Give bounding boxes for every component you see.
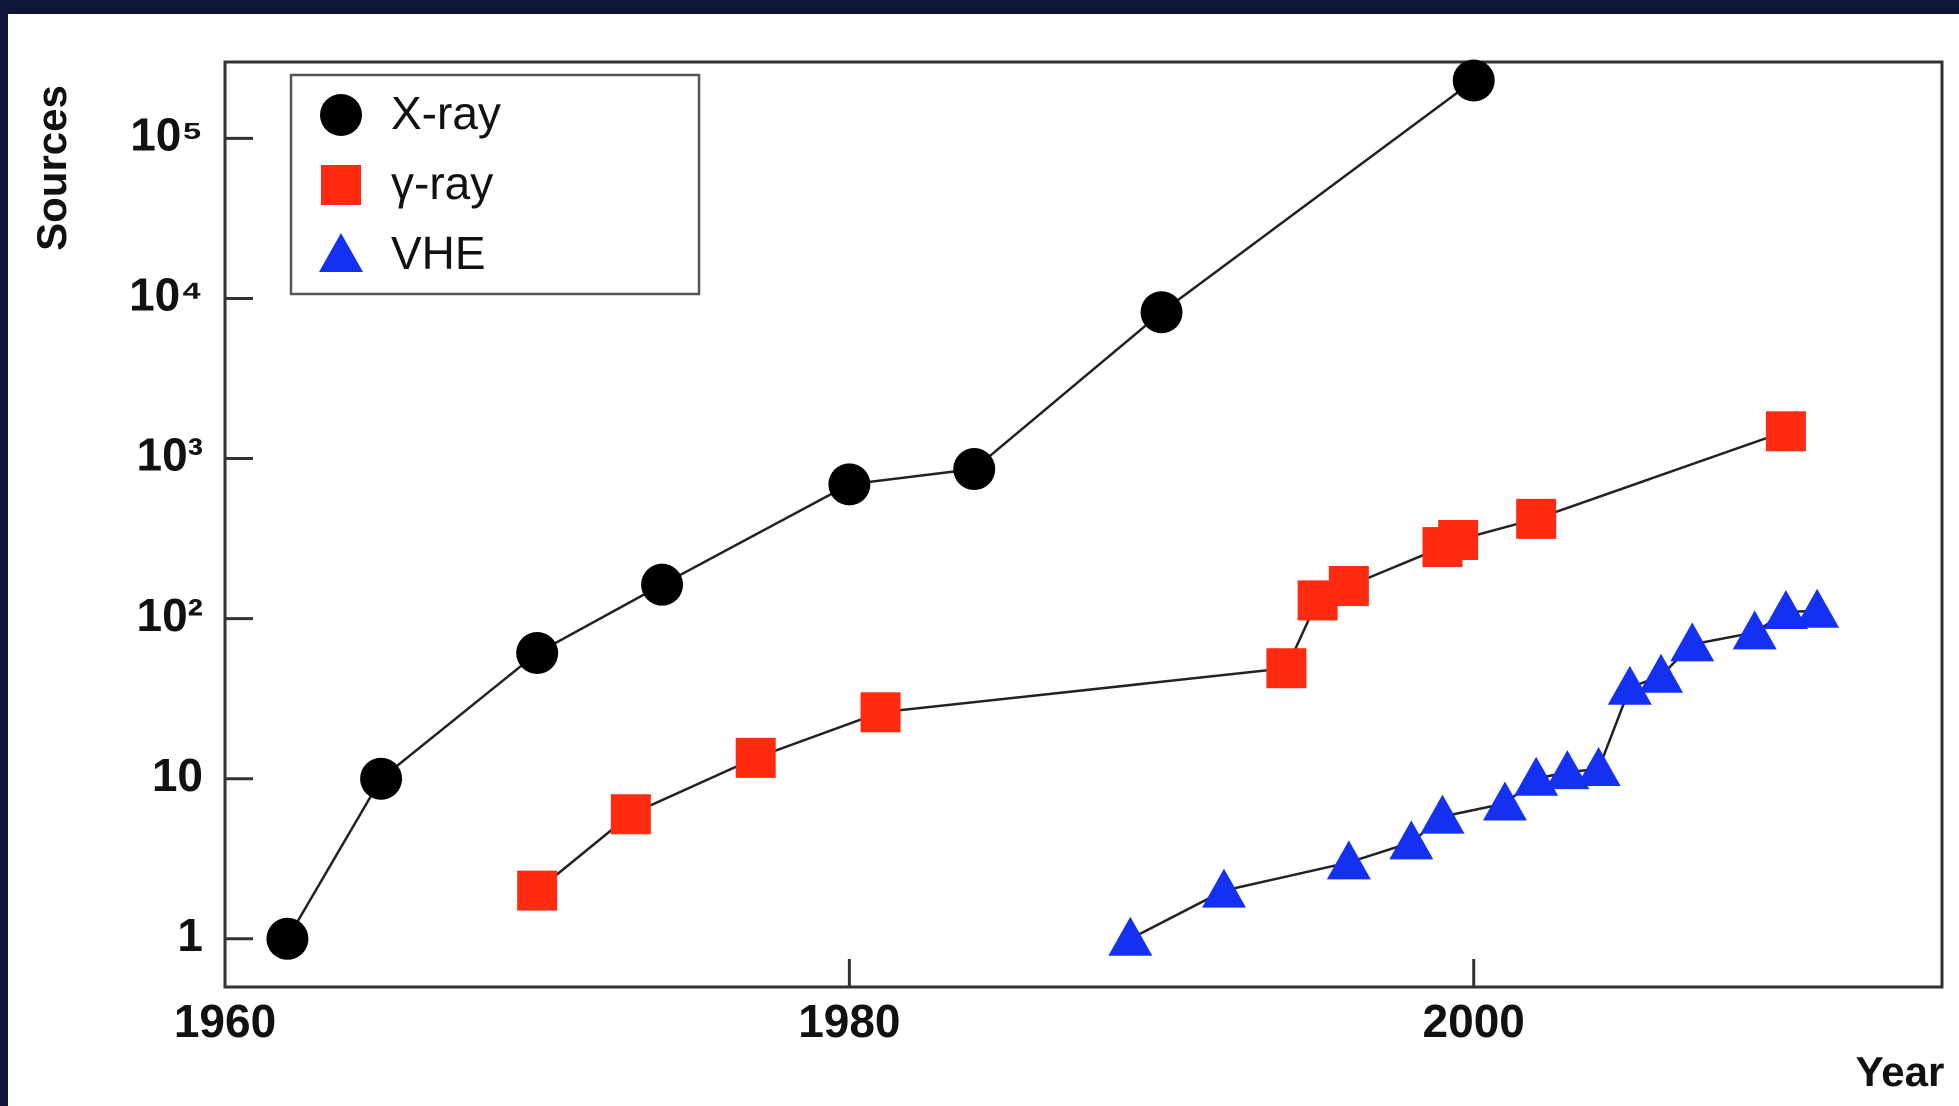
data-point — [1141, 291, 1183, 333]
data-point — [828, 463, 870, 505]
data-point — [360, 758, 402, 800]
x-tick-label: 1960 — [174, 995, 276, 1047]
data-point — [736, 738, 776, 778]
y-tick-label: 10⁵ — [130, 109, 203, 161]
legend-marker — [320, 94, 362, 136]
y-axis-label: Sources — [28, 85, 75, 251]
data-point — [641, 564, 683, 606]
y-tick-label: 10 — [152, 749, 203, 801]
data-point — [1766, 411, 1806, 451]
legend-label: γ-ray — [391, 157, 493, 209]
data-point — [953, 448, 995, 490]
data-point — [611, 794, 651, 834]
data-point — [266, 918, 308, 960]
legend-label: VHE — [391, 227, 486, 279]
data-point — [517, 871, 557, 911]
data-point — [1438, 520, 1478, 560]
y-tick-label: 1 — [177, 909, 203, 961]
y-tick-label: 10⁴ — [129, 269, 203, 321]
y-tick-label: 10³ — [137, 429, 203, 481]
x-tick-label: 2000 — [1423, 995, 1525, 1047]
legend-label: X-ray — [391, 87, 501, 139]
data-point — [1516, 499, 1556, 539]
data-point — [861, 692, 901, 732]
page: Year Sources 1 10 10² 10³ 10⁴ 10⁵ 1960 1980 2000… — [0, 0, 1959, 1106]
legend-marker — [321, 165, 361, 205]
chart: Year Sources 1 10 10² 10³ 10⁴ 10⁵ 1960 1980 2000… — [0, 0, 1959, 1106]
y-tick-label: 10² — [137, 589, 203, 641]
data-point — [516, 632, 558, 674]
data-point — [1266, 648, 1306, 688]
x-tick-label: 1980 — [798, 995, 900, 1047]
data-point — [1329, 566, 1369, 606]
data-point — [1453, 59, 1495, 101]
x-axis-label: Year — [1856, 1048, 1945, 1095]
